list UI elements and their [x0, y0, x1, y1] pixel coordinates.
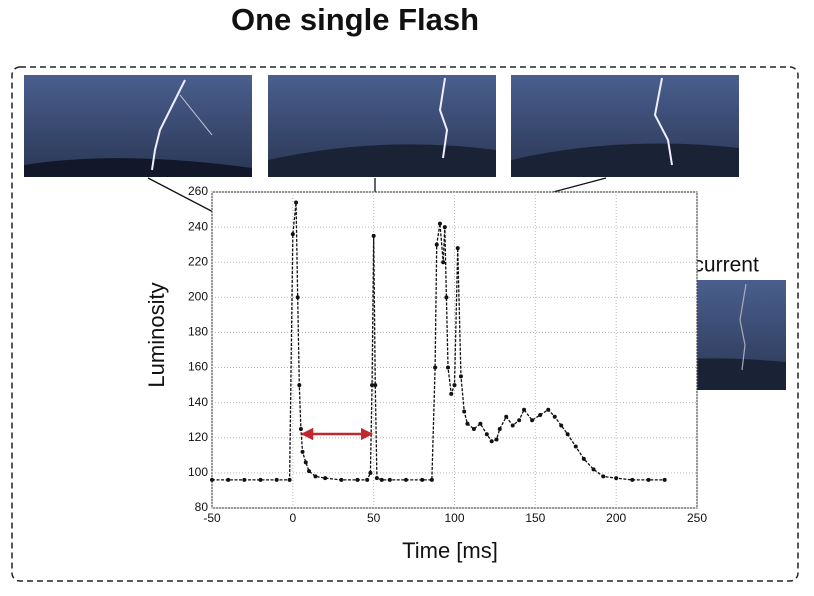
- data-point: [614, 476, 619, 481]
- y-tick-label: 200: [188, 290, 208, 304]
- data-point: [287, 477, 292, 482]
- data-point: [441, 260, 446, 265]
- data-point: [365, 477, 370, 482]
- data-point: [446, 365, 451, 370]
- data-point: [546, 407, 551, 412]
- data-point: [484, 432, 489, 437]
- data-point: [374, 476, 379, 481]
- plot-area: [211, 191, 698, 509]
- data-point: [489, 439, 494, 444]
- data-point: [452, 383, 457, 388]
- y-tick-label: 160: [188, 360, 208, 374]
- y-tick-label: 140: [188, 395, 208, 409]
- data-point: [368, 470, 373, 475]
- data-point: [307, 469, 311, 474]
- data-point: [522, 407, 527, 412]
- data-point: [429, 477, 434, 482]
- data-point: [591, 467, 596, 472]
- data-point: [373, 383, 378, 388]
- data-point: [210, 477, 214, 482]
- data-point: [294, 200, 299, 205]
- data-point: [581, 456, 586, 461]
- x-tick-label: -50: [203, 511, 221, 525]
- x-tick-label: 150: [525, 511, 545, 525]
- x-tick-label: 250: [687, 511, 707, 525]
- y-tick-label: 260: [188, 184, 208, 198]
- data-point: [242, 477, 247, 482]
- frame: [11, 66, 799, 582]
- photo: [511, 75, 739, 177]
- data-point: [478, 421, 483, 426]
- plot: 80 100 120 140 160 180 200 220 240 260 -50 0 50 100 15…: [188, 184, 707, 525]
- data-point: [442, 225, 447, 230]
- data-point: [379, 477, 384, 482]
- data-point: [437, 221, 442, 226]
- data-point: [573, 444, 578, 449]
- data-point: [274, 477, 279, 482]
- data-point: [323, 476, 328, 481]
- data-point: [258, 477, 263, 482]
- data-point: [297, 383, 302, 388]
- data-point: [494, 437, 499, 442]
- data-point: [559, 423, 564, 428]
- x-axis-label: Time [ms]: [402, 538, 498, 563]
- data-point: [510, 423, 515, 428]
- data-point: [630, 477, 635, 482]
- data-point: [339, 477, 344, 482]
- data-point: [298, 427, 303, 431]
- data-point: [458, 374, 463, 379]
- data-point: [444, 295, 449, 300]
- data-point: [662, 477, 667, 482]
- y-tick-label: 240: [188, 219, 208, 233]
- chart-title: One single Flash: [231, 2, 479, 37]
- data-point: [552, 414, 557, 419]
- data-point: [300, 449, 305, 454]
- data-point: [538, 412, 543, 417]
- photo: [268, 75, 496, 177]
- data-point: [471, 427, 476, 431]
- data-point: [449, 391, 454, 396]
- data-point: [387, 477, 392, 482]
- y-axis-label: Luminosity: [144, 282, 169, 387]
- data-point: [565, 432, 570, 437]
- data-point: [646, 477, 651, 482]
- photo: [24, 75, 252, 177]
- data-point: [226, 477, 231, 482]
- data-point: [371, 233, 376, 238]
- y-tick-label: 100: [188, 465, 208, 479]
- data-point: [517, 418, 522, 423]
- x-tick-label: 0: [289, 511, 296, 525]
- x-tick-label: 200: [606, 511, 626, 525]
- data-point: [462, 409, 467, 414]
- data-point: [530, 418, 535, 423]
- data-point: [370, 383, 375, 388]
- y-tick-label: 80: [195, 500, 209, 514]
- data-point: [434, 242, 439, 247]
- data-point: [313, 474, 318, 479]
- data-point: [303, 460, 308, 465]
- y-tick-label: 220: [188, 254, 208, 268]
- data-point: [455, 246, 460, 251]
- y-tick-label: 180: [188, 325, 208, 339]
- data-point: [420, 477, 425, 482]
- x-tick-label: 50: [367, 511, 381, 525]
- data-point: [290, 232, 295, 237]
- data-point: [497, 427, 502, 431]
- x-tick-label: 100: [444, 511, 464, 525]
- data-point: [295, 295, 300, 300]
- data-point: [355, 477, 360, 482]
- y-tick-label: 120: [188, 430, 208, 444]
- data-point: [404, 477, 408, 482]
- data-point: [504, 414, 509, 419]
- data-point: [433, 365, 438, 370]
- data-point: [465, 421, 470, 426]
- data-point: [601, 474, 606, 479]
